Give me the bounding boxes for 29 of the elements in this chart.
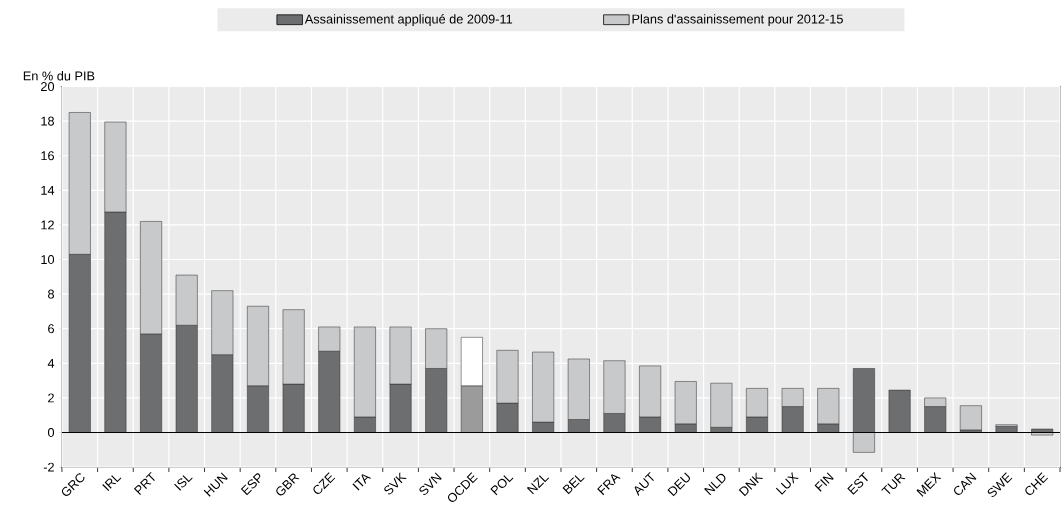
x-tick-label: TUR [881,473,906,494]
y-tick-label: 4 [47,358,55,368]
bar [888,389,911,433]
bar [1031,432,1054,436]
y-tick-label: 2 [48,393,54,403]
x-tick-label: ITA [352,474,372,491]
y-tick-label: 20 [41,81,55,91]
x-tick-label: ISL [174,475,193,491]
x-tick-label: NZL [526,474,550,495]
y-tick-label: 10 [41,254,55,264]
y-tick-label: -2 [43,462,54,472]
x-tick-label: POL [490,475,514,496]
bar [1031,428,1054,433]
bar [959,405,982,430]
y-tick-label: 0 [47,427,55,437]
y-tick-label: 6 [48,324,54,334]
y-tick-label: 18 [41,116,54,126]
legend-label: Assainissement appliqué de 2009-11 [304,13,513,26]
bar [710,382,733,428]
x-tick-label: FRA [597,474,621,496]
y-tick-label: 14 [41,185,55,195]
x-tick-label: BEL [562,474,585,495]
x-tick-label: FIN [814,472,834,492]
y-axis-title: En % du PIB [23,70,95,81]
y-tick-label: 16 [41,151,54,161]
legend-label: Plans d'assainissement pour 2012-15 [632,14,843,26]
x-tick-label: IRL [102,474,122,491]
y-tick-label: 8 [48,289,54,299]
y-tick-label: 12 [41,220,54,230]
